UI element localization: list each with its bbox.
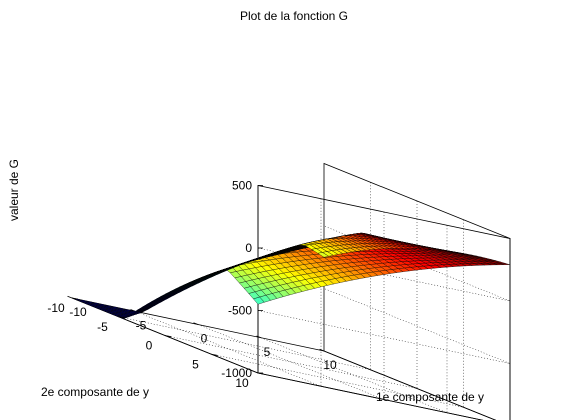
side-wall [323, 162, 511, 420]
x-tick [67, 295, 73, 299]
y-tick-label: 0 [146, 339, 153, 353]
y-axis-label: 2e composante de y [41, 385, 149, 399]
grid-lines [118, 182, 511, 414]
surface [71, 232, 511, 319]
y-tick [211, 353, 218, 356]
z-tick-label: -500 [228, 304, 252, 318]
y-tick-label: -10 [47, 301, 65, 315]
z-tick-label: 0 [245, 241, 252, 255]
y-tick [164, 335, 172, 338]
y-tick [71, 297, 79, 300]
z-tick-label: 500 [232, 179, 252, 193]
x-tick-label: 0 [201, 332, 208, 346]
z-axis-label: valeur de G [7, 159, 21, 221]
y-tick-label: 5 [192, 357, 199, 371]
y-tick-label: -5 [97, 320, 108, 334]
y-tick [257, 372, 265, 375]
x-tick [193, 322, 199, 325]
x-tick-label: -5 [136, 318, 147, 332]
y-tick [118, 316, 125, 319]
x-tick-label: 5 [264, 345, 271, 359]
grid-line-x [197, 212, 385, 400]
x-tick [319, 348, 325, 352]
z-tick-label: -1000 [221, 366, 252, 380]
chart-title: Plot de la fonction G [240, 9, 348, 23]
x-tick-label: -10 [69, 305, 87, 319]
grid-line-x [260, 225, 448, 414]
x-tick [256, 335, 262, 339]
grid-line-x [134, 198, 322, 387]
x-tick [130, 309, 136, 312]
x-tick-label: 10 [323, 358, 337, 372]
y-tick-label: 10 [235, 376, 249, 390]
x-axis-label: 1e composante de y [376, 390, 484, 404]
